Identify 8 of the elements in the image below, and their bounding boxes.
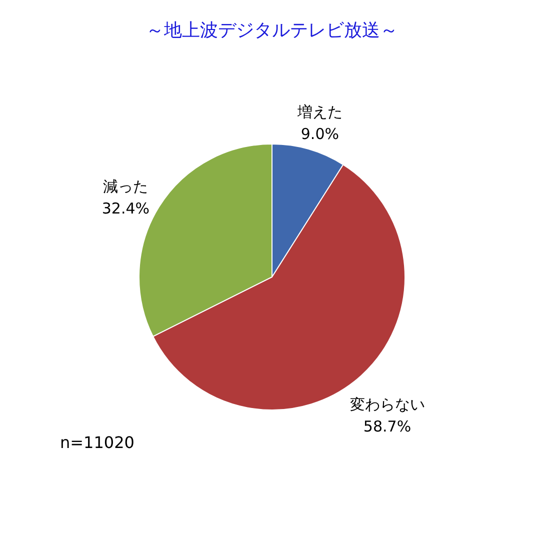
chart-title: ～地上波デジタルテレビ放送～: [146, 20, 398, 41]
slice-label: 減った: [103, 178, 148, 196]
text: n=11020: [60, 433, 134, 452]
slice-label: 変わらない: [350, 396, 425, 414]
slice-label: 増えた: [296, 102, 342, 121]
data-label: 9.0%: [300, 124, 339, 143]
data-label: 58.7%: [363, 418, 412, 436]
data-label: 32.4%: [102, 200, 150, 218]
